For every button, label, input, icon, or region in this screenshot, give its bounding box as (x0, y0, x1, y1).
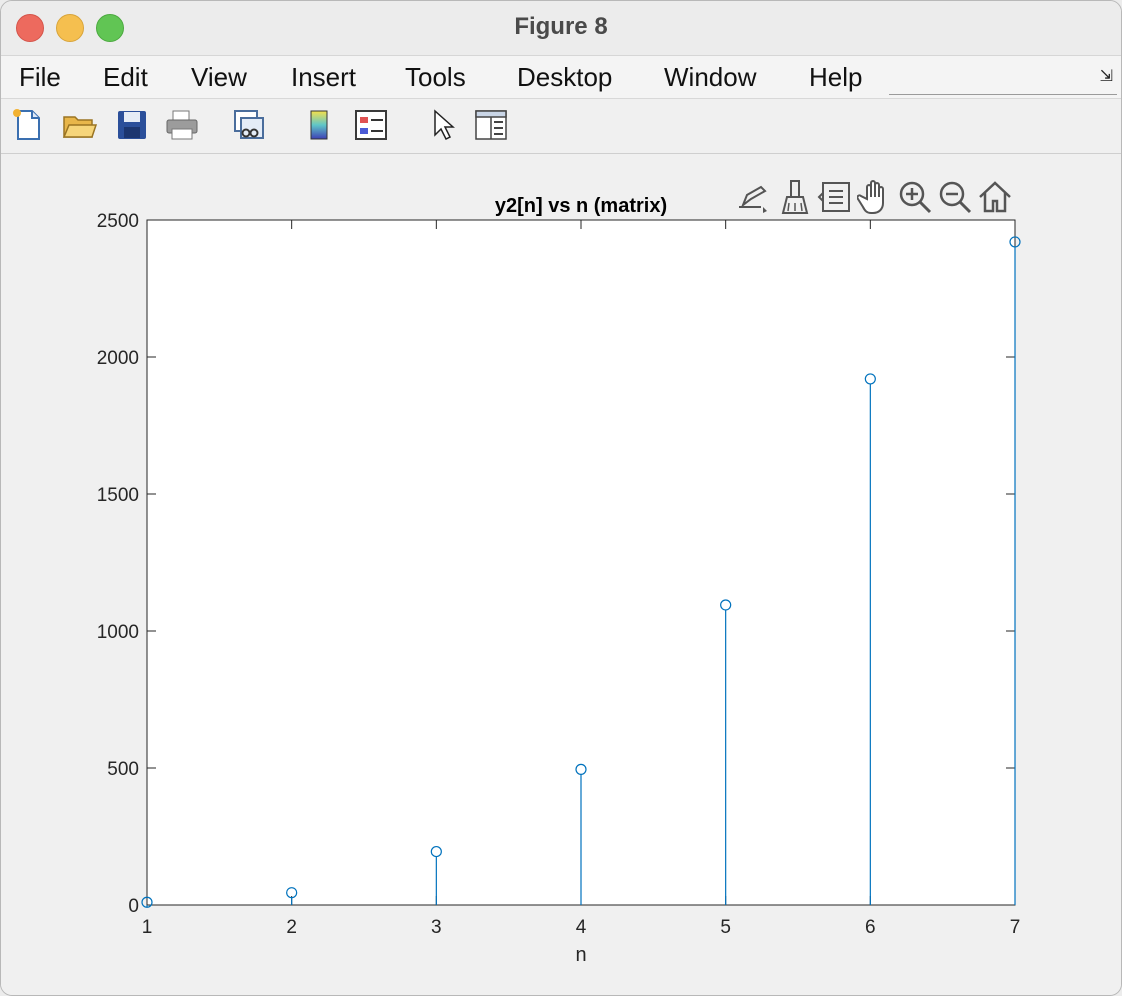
stem-marker[interactable] (430, 845, 442, 858)
edit-plot-pointer-icon[interactable] (424, 107, 460, 143)
menubar-divider (889, 94, 1117, 95)
data-tips-icon[interactable] (817, 177, 853, 217)
x-tick-label: 6 (865, 917, 876, 938)
stem-marker[interactable] (1009, 236, 1021, 248)
menu-desktop[interactable]: Desktop (517, 62, 613, 92)
dock-figure-icon[interactable]: ⇲ (1099, 68, 1113, 85)
menu-help[interactable]: Help (809, 62, 863, 92)
stem-marker[interactable] (286, 887, 298, 899)
menu-tools[interactable]: Tools (405, 62, 466, 92)
menu-file[interactable]: File (19, 62, 61, 92)
x-tick-label: 1 (142, 917, 153, 938)
y-tick-label: 1000 (97, 622, 139, 643)
pan-hand-icon[interactable] (856, 177, 893, 217)
window-title: Figure 8 (514, 13, 608, 40)
menu-insert[interactable]: Insert (291, 62, 357, 92)
save-icon[interactable] (114, 107, 150, 143)
x-axis-label: n (575, 944, 586, 966)
link-plot-icon[interactable] (232, 107, 268, 143)
legend-icon[interactable] (353, 107, 389, 143)
title-bar[interactable]: Figure 8 (1, 1, 1121, 56)
stem-marker[interactable] (575, 763, 587, 775)
y-tick-label: 500 (107, 759, 139, 780)
home-icon[interactable] (977, 177, 1013, 217)
zoom-in-icon[interactable] (897, 177, 933, 217)
menu-view[interactable]: View (191, 62, 247, 92)
open-file-icon[interactable] (61, 107, 98, 143)
print-icon[interactable] (164, 107, 200, 143)
menu-window[interactable]: Window (664, 62, 757, 92)
stem-marker[interactable] (864, 373, 876, 385)
x-tick-label: 2 (286, 917, 297, 938)
property-inspector-icon[interactable] (473, 107, 509, 143)
menu-bar: File Edit View Insert Tools Desktop Wind… (1, 56, 1121, 99)
stem-marker[interactable] (720, 599, 732, 611)
y-tick-label: 0 (128, 896, 139, 917)
figure-toolbar (1, 99, 1121, 154)
new-figure-icon[interactable] (10, 107, 46, 143)
export-icon[interactable] (735, 177, 771, 217)
y-tick-label: 1500 (97, 485, 139, 506)
zoom-out-icon[interactable] (937, 177, 973, 217)
y-tick-label: 2000 (97, 348, 139, 369)
stem-series (141, 236, 1021, 908)
maximize-window-button[interactable] (96, 14, 124, 42)
y-tick-label: 2500 (97, 211, 139, 232)
x-tick-label: 3 (431, 917, 442, 938)
close-window-button[interactable] (16, 14, 44, 42)
stem-marker[interactable] (141, 896, 153, 908)
brush-icon[interactable] (777, 177, 813, 217)
colorbar-icon[interactable] (301, 107, 337, 143)
x-tick-label: 4 (576, 917, 587, 938)
x-tick-label: 5 (720, 917, 731, 938)
minimize-window-button[interactable] (56, 14, 84, 42)
chart-title: y2[n] vs n (matrix) (495, 195, 667, 217)
x-tick-label: 7 (1010, 917, 1021, 938)
menu-edit[interactable]: Edit (103, 62, 148, 92)
